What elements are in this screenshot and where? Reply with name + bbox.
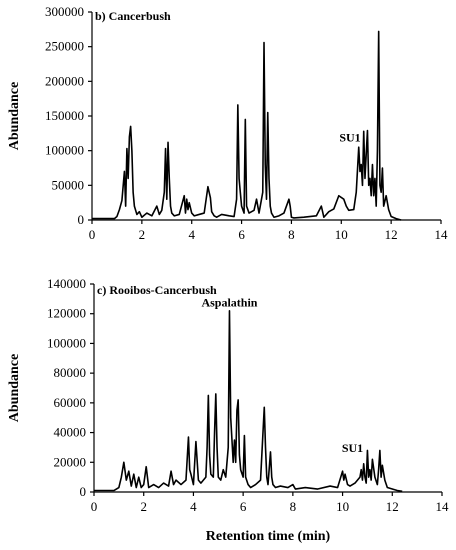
y-tick-label: 0	[78, 212, 85, 227]
y-tick-label: 0	[80, 484, 87, 499]
x-tick-label: 10	[336, 499, 349, 514]
y-axis-title: Abundance	[7, 354, 22, 422]
x-tick-label: 12	[385, 227, 398, 242]
y-tick-label: 100000	[45, 143, 84, 158]
y-tick-label: 60000	[54, 395, 87, 410]
chart-panel-cancerbush: 0 50000 100000 150000 200000 250000 300000 0 2 4 6…	[7, 4, 448, 242]
peak-annotation: SU1	[339, 131, 360, 145]
chromatogram-trace	[94, 309, 403, 493]
y-tick-label: 140000	[47, 276, 86, 291]
chart-title: c) Rooibos-Cancerbush	[97, 283, 217, 297]
x-tick-label: 2	[140, 499, 147, 514]
y-tick-label: 80000	[54, 365, 87, 380]
x-tick-label: 4	[188, 227, 195, 242]
chart-panel-rooibos-cancerbush: 0 20000 40000 60000 80000 100000 120000 140000 0…	[7, 276, 449, 544]
y-tick-label: 250000	[45, 39, 84, 54]
x-tick-label: 14	[436, 499, 450, 514]
y-axis-title: Abundance	[7, 82, 22, 150]
y-tick-label: 100000	[47, 335, 86, 350]
y-tick-label: 300000	[45, 4, 84, 19]
x-tick-label: 8	[290, 499, 297, 514]
x-tick-label: 6	[238, 227, 245, 242]
x-tick-label: 2	[139, 227, 146, 242]
x-tick-label: 8	[288, 227, 295, 242]
y-tick-label: 20000	[54, 454, 87, 469]
y-tick-label: 200000	[45, 73, 84, 88]
y-tick-label: 150000	[45, 108, 84, 123]
y-tick-label: 40000	[54, 425, 87, 440]
peak-annotation: Aspalathin	[201, 295, 257, 309]
y-tick-label: 120000	[47, 306, 86, 321]
x-tick-label: 14	[435, 227, 449, 242]
x-tick-label: 4	[190, 499, 197, 514]
y-tick-label: 50000	[52, 177, 85, 192]
x-tick-label: 6	[240, 499, 247, 514]
x-tick-label: 0	[91, 499, 98, 514]
chart-title: b) Cancerbush	[95, 9, 171, 23]
peak-annotation: SU1	[342, 441, 363, 455]
x-tick-label: 12	[386, 499, 399, 514]
x-tick-label: 0	[89, 227, 96, 242]
x-tick-label: 10	[335, 227, 348, 242]
chromatogram-trace	[92, 30, 402, 221]
x-axis-title: Retention time (min)	[206, 529, 331, 544]
